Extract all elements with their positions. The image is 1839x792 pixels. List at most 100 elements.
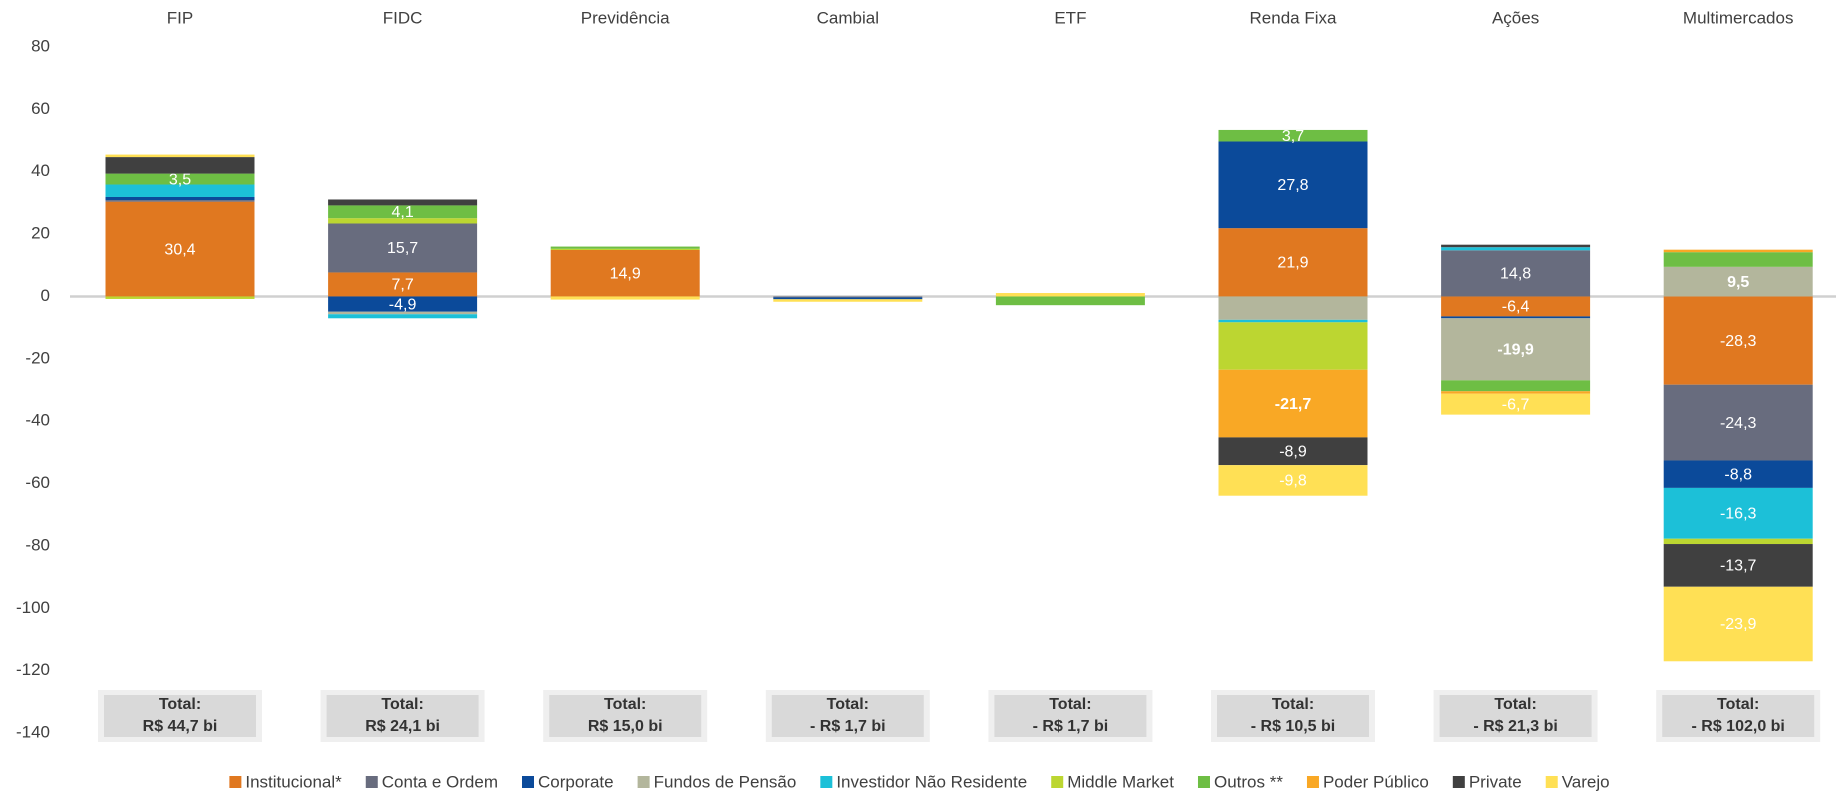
bar-segment — [1441, 247, 1591, 251]
bar-segment — [1663, 586, 1813, 662]
bar-segment — [328, 314, 478, 319]
y-tick-label: -120 — [16, 660, 50, 679]
legend-swatch — [820, 776, 833, 788]
bar-segment — [995, 296, 1145, 306]
bar-segment — [105, 296, 255, 299]
bar-segment — [1663, 252, 1813, 267]
bar-segment — [328, 199, 478, 206]
data-label: 3,5 — [169, 171, 191, 188]
bar-segment — [1218, 228, 1368, 297]
total-box — [326, 695, 479, 737]
data-label: 14,8 — [1500, 266, 1531, 283]
total-value: R$ 24,1 bi — [365, 718, 440, 735]
total-label: Total: — [1717, 696, 1759, 713]
data-label: -4,9 — [389, 296, 417, 313]
legend-label: Investidor Não Residente — [836, 772, 1027, 791]
bar-segment — [1441, 316, 1591, 319]
bar-segment — [1218, 141, 1368, 229]
data-label: -6,4 — [1502, 299, 1530, 316]
data-label: 27,8 — [1277, 177, 1308, 194]
bar-segment — [1441, 244, 1591, 248]
bar-segment — [1663, 266, 1813, 297]
data-label: -13,7 — [1720, 558, 1757, 575]
bar-segment — [1663, 384, 1813, 461]
category-label: Cambial — [817, 8, 879, 27]
total-box — [549, 695, 702, 737]
bar-segment — [105, 196, 255, 201]
bar-segment — [328, 311, 478, 315]
bar-segment — [1441, 380, 1591, 392]
bar-segment — [773, 296, 923, 298]
y-tick-label: -140 — [16, 722, 50, 741]
legend-label: Varejo — [1562, 772, 1610, 791]
data-label: -23,9 — [1720, 616, 1757, 633]
total-box — [994, 695, 1147, 737]
total-label: Total: — [1494, 696, 1536, 713]
total-value: R$ 44,7 bi — [143, 718, 218, 735]
y-tick-label: -20 — [25, 348, 50, 367]
bar-segment — [1663, 249, 1813, 253]
bar-segment — [105, 184, 255, 197]
category-label: FIP — [167, 8, 193, 27]
bar-segment — [1441, 391, 1591, 394]
bar-segment — [105, 157, 255, 174]
legend-label: Middle Market — [1067, 772, 1174, 791]
y-tick-label: 20 — [31, 224, 50, 243]
data-label: 4,1 — [391, 204, 413, 221]
data-label: -8,8 — [1724, 466, 1752, 483]
bar-segment — [1218, 465, 1368, 496]
bar-segment — [1663, 460, 1813, 488]
total-box — [771, 695, 924, 737]
bar-segment — [105, 200, 255, 202]
bar-segment — [1441, 318, 1591, 381]
legend-swatch — [1452, 776, 1465, 788]
total-label: Total: — [1272, 696, 1314, 713]
bar-segment — [1663, 544, 1813, 587]
category-label: Previdência — [581, 8, 670, 27]
total-value: - R$ 1,7 bi — [810, 718, 886, 735]
data-label: 30,4 — [164, 241, 195, 258]
data-label: -6,7 — [1502, 396, 1530, 413]
legend-label: Private — [1469, 772, 1522, 791]
bar-segment — [550, 249, 700, 297]
data-label: 9,5 — [1727, 274, 1749, 291]
total-value: - R$ 102,0 bi — [1692, 718, 1785, 735]
y-tick-label: 80 — [31, 36, 50, 55]
legend-label: Outros ** — [1214, 772, 1283, 791]
bar-segment — [1441, 296, 1591, 317]
y-tick-label: -100 — [16, 598, 50, 617]
total-box — [1439, 695, 1592, 737]
bar-segment — [1441, 250, 1591, 297]
bar-segment — [1218, 129, 1368, 142]
bar-segment — [328, 218, 478, 224]
total-box — [1217, 695, 1369, 737]
data-label: 3,7 — [1282, 128, 1304, 145]
total-value: - R$ 21,3 bi — [1473, 718, 1557, 735]
category-label: ETF — [1054, 8, 1086, 27]
bar-segment — [105, 173, 255, 185]
legend-swatch — [522, 776, 534, 788]
category-label: Renda Fixa — [1250, 8, 1337, 27]
bar-segment — [1218, 296, 1368, 320]
y-tick-label: -40 — [25, 411, 50, 430]
category-label: Multimercados — [1683, 8, 1794, 27]
total-box — [104, 695, 256, 737]
legend-swatch — [365, 776, 378, 788]
bar-segment — [1218, 322, 1368, 370]
bar-segment — [105, 201, 255, 297]
data-label: -21,7 — [1275, 396, 1312, 413]
legend-swatch — [1306, 776, 1319, 788]
y-tick-label: -80 — [25, 535, 50, 554]
bar-segment — [995, 293, 1145, 297]
data-label: -24,3 — [1720, 415, 1757, 432]
bar-segment — [550, 246, 700, 249]
data-label: 15,7 — [387, 240, 418, 257]
data-label: 7,7 — [391, 277, 413, 294]
data-label: -28,3 — [1720, 333, 1757, 350]
legend-swatch — [637, 776, 650, 788]
total-value: R$ 15,0 bi — [588, 718, 663, 735]
bar-segment — [105, 154, 255, 158]
bar-segment — [328, 223, 478, 273]
bar-segment — [773, 299, 923, 302]
